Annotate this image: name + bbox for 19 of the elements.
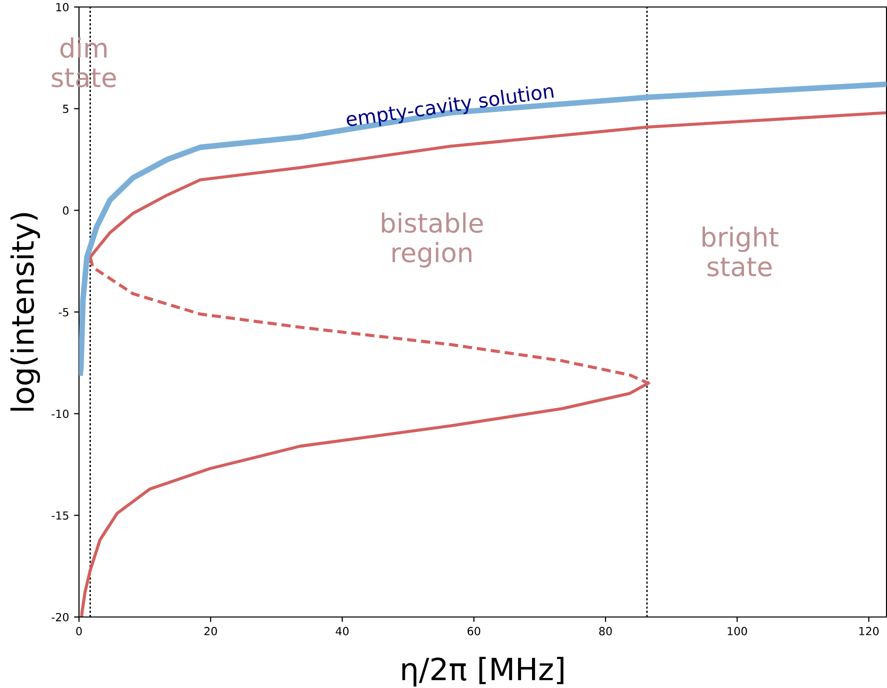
x-axis-title: η/2π [MHz] xyxy=(402,656,564,686)
y-tick-label: -10 xyxy=(52,410,69,418)
x-tick-label: 0 xyxy=(76,626,82,636)
x-tick-label: 120 xyxy=(859,626,879,636)
x-tick-label: 40 xyxy=(336,626,349,636)
annotation: bistable region xyxy=(382,212,483,268)
x-tick-label: 80 xyxy=(599,626,612,636)
y-tick-label: 0 xyxy=(62,206,69,215)
x-tick-label: 100 xyxy=(728,626,748,636)
annotation: bright state xyxy=(702,226,778,276)
y-tick-label: 10 xyxy=(56,2,69,12)
y-tick-label: -15 xyxy=(52,511,68,520)
annotation: empty-cavity solution xyxy=(346,82,554,130)
y-tick-label: -20 xyxy=(52,612,69,622)
x-tick-label: 20 xyxy=(204,626,217,636)
x-tick-label: 60 xyxy=(468,626,480,636)
y-axis-title: log(intensity) xyxy=(10,213,40,411)
y-tick-label: 5 xyxy=(63,104,68,114)
y-tick-label: -5 xyxy=(58,308,68,316)
